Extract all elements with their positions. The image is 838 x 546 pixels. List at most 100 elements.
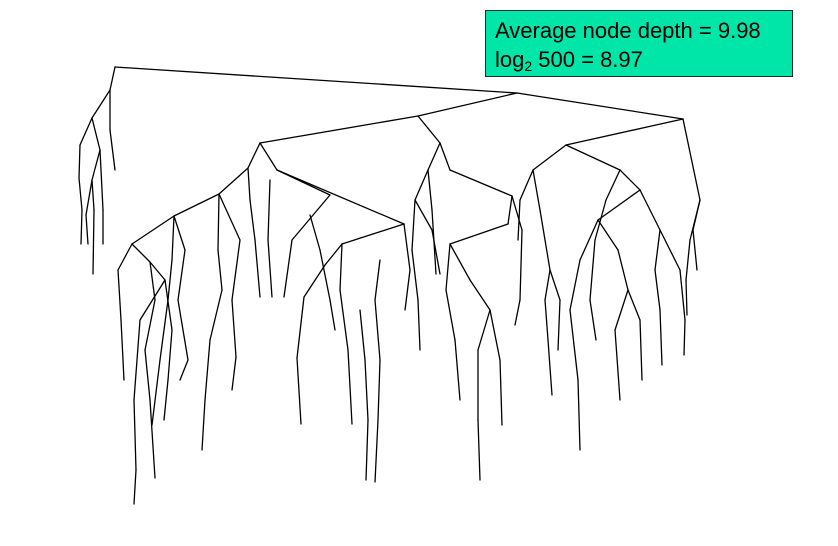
tree-edge — [163, 379, 169, 421]
log-500-line: log2 500 = 8.97 — [495, 47, 643, 74]
tree-edge — [167, 259, 173, 301]
tree-edge — [231, 356, 237, 391]
tree-edge — [685, 239, 691, 281]
tree-edge — [516, 92, 684, 120]
tree-edge — [544, 299, 549, 341]
tree-edge — [517, 199, 521, 241]
tree-edge — [514, 299, 521, 326]
tree-edge — [283, 239, 293, 298]
tree-edge — [414, 199, 433, 231]
tree-branch — [173, 215, 189, 381]
tree-edge — [544, 269, 551, 301]
tree-branch — [565, 118, 684, 146]
tree-edge — [179, 359, 189, 381]
tree-branch — [417, 115, 441, 144]
tree-branch — [374, 259, 381, 483]
tree-branch — [218, 193, 241, 391]
tree-edge — [85, 179, 93, 216]
tree-branch — [276, 169, 405, 425]
tree-edge — [177, 249, 186, 301]
tree-branch — [627, 289, 643, 381]
tree-edge — [427, 142, 441, 171]
average-node-depth-label: Average node depth — [495, 18, 693, 43]
tree-edge — [439, 142, 451, 171]
average-node-depth-line: Average node depth = 9.98 — [495, 18, 761, 43]
tree-branch — [267, 179, 273, 298]
tree-branch — [411, 199, 421, 351]
tree-branch — [309, 214, 336, 331]
tree-edge — [519, 169, 534, 201]
tree-branch — [544, 269, 553, 396]
tree-edge — [489, 309, 501, 361]
tree-edge — [347, 349, 353, 425]
tree-branch — [639, 189, 663, 366]
average-node-depth-value: 9.98 — [717, 18, 761, 43]
tree-edge — [218, 193, 241, 241]
tree-edge — [79, 117, 93, 146]
tree-edge — [309, 214, 321, 251]
tree-edge — [445, 243, 451, 291]
tree-edge — [507, 195, 513, 225]
tree-edge — [209, 289, 223, 341]
tree-edge — [167, 329, 173, 381]
tree-edge — [511, 195, 523, 231]
tree-edge — [639, 189, 661, 231]
tree-edge — [374, 259, 381, 301]
tree-edge — [449, 223, 509, 245]
tree-edge — [659, 309, 663, 366]
tree-edge — [201, 399, 206, 451]
tree-edge — [114, 66, 518, 94]
tree-edge — [499, 359, 503, 426]
tree-branch — [414, 142, 441, 275]
tree-edge — [547, 339, 553, 396]
tree-edge — [151, 359, 161, 426]
stats-box: Average node depth = 9.98 log2 500 = 8.9… — [485, 10, 793, 77]
tree-edge — [319, 249, 331, 301]
tree-edge — [685, 279, 688, 316]
tree-edge — [267, 179, 271, 241]
tree-branch — [339, 243, 353, 425]
tree-branch — [359, 309, 369, 481]
tree-edge — [329, 299, 336, 331]
tree-edge — [296, 296, 305, 359]
tree-edge — [247, 167, 251, 201]
tree-edge — [614, 289, 629, 331]
tree-edge — [341, 223, 405, 245]
tree-edge — [539, 209, 551, 271]
tree-branch — [78, 66, 116, 245]
tree-branch — [109, 89, 116, 171]
tree-edge — [619, 169, 641, 191]
tree-branch — [685, 199, 701, 316]
tree-edge — [78, 144, 81, 179]
tree-edge — [133, 469, 137, 505]
tree-edge — [218, 167, 249, 195]
tree-edge — [414, 169, 429, 201]
tree-edge — [217, 249, 223, 291]
tree-edge — [149, 399, 156, 479]
tree-branch — [597, 219, 629, 401]
tree-edge — [679, 269, 686, 321]
tree-edge — [365, 419, 369, 481]
tree-edge — [411, 249, 419, 301]
tree-edge — [276, 169, 405, 225]
tree-branch — [659, 229, 686, 356]
tree-edge — [359, 309, 366, 361]
tree-edge — [231, 239, 241, 301]
tree-edge — [597, 219, 619, 251]
tree-edge — [682, 118, 701, 201]
tree-branch — [517, 144, 567, 241]
tree-branch — [565, 144, 641, 451]
tree-edge — [254, 239, 261, 298]
tree-edge — [692, 229, 698, 271]
tree-branch — [151, 215, 175, 426]
tree-branch — [117, 142, 261, 381]
tree-edge — [565, 118, 684, 146]
tree-branch — [449, 243, 491, 481]
tree-edge — [159, 299, 169, 361]
tree-edge — [149, 261, 156, 301]
tree-branch — [163, 279, 173, 421]
tree-edge — [477, 419, 481, 481]
tree-edge — [374, 419, 379, 483]
tree-edge — [173, 215, 186, 251]
